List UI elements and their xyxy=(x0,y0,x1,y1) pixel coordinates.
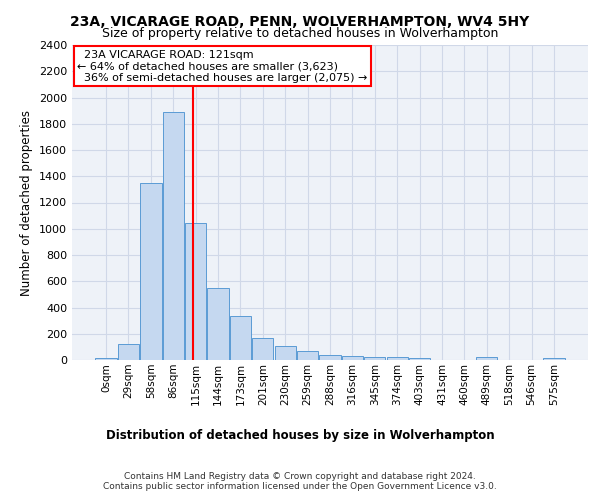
Bar xyxy=(409,358,430,360)
Text: 23A VICARAGE ROAD: 121sqm
← 64% of detached houses are smaller (3,623)
  36% of : 23A VICARAGE ROAD: 121sqm ← 64% of detac… xyxy=(77,50,368,83)
Bar xyxy=(364,356,385,360)
Bar xyxy=(543,358,565,360)
Text: Distribution of detached houses by size in Wolverhampton: Distribution of detached houses by size … xyxy=(106,430,494,442)
Bar xyxy=(319,355,341,360)
Bar xyxy=(230,316,251,360)
Text: Contains HM Land Registry data © Crown copyright and database right 2024.: Contains HM Land Registry data © Crown c… xyxy=(124,472,476,481)
Bar xyxy=(297,352,318,360)
Text: Size of property relative to detached houses in Wolverhampton: Size of property relative to detached ho… xyxy=(102,28,498,40)
Bar xyxy=(95,358,117,360)
Bar xyxy=(118,344,139,360)
Bar xyxy=(252,338,274,360)
Bar xyxy=(140,184,161,360)
Bar xyxy=(476,358,497,360)
Bar xyxy=(163,112,184,360)
Bar xyxy=(275,346,296,360)
Bar xyxy=(342,356,363,360)
Text: Contains public sector information licensed under the Open Government Licence v3: Contains public sector information licen… xyxy=(103,482,497,491)
Y-axis label: Number of detached properties: Number of detached properties xyxy=(20,110,34,296)
Bar xyxy=(185,223,206,360)
Text: 23A, VICARAGE ROAD, PENN, WOLVERHAMPTON, WV4 5HY: 23A, VICARAGE ROAD, PENN, WOLVERHAMPTON,… xyxy=(70,15,530,29)
Bar xyxy=(208,288,229,360)
Bar xyxy=(386,358,408,360)
